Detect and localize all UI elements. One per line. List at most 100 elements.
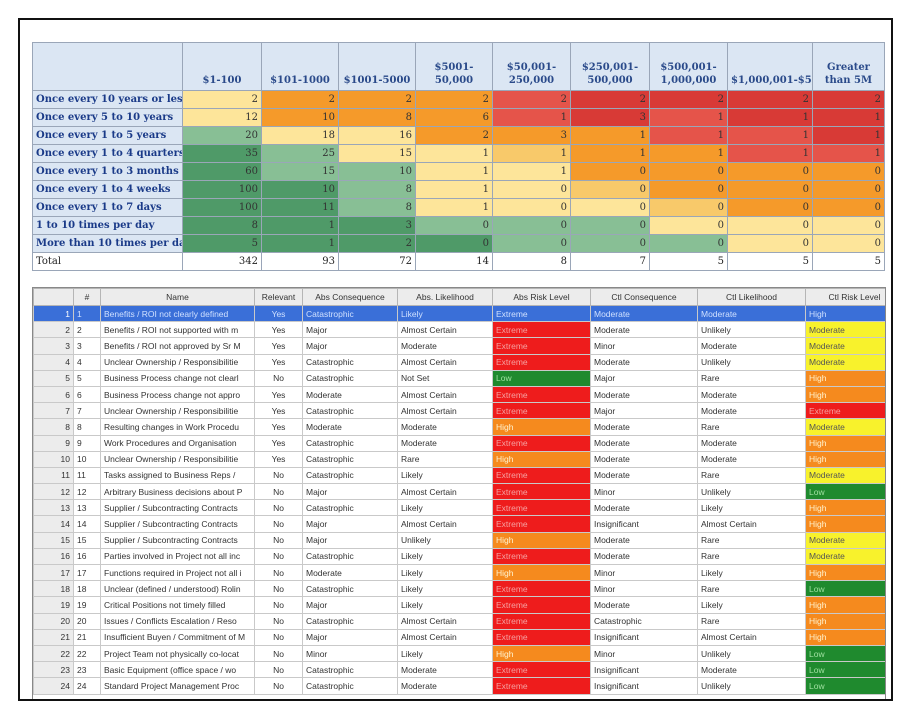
- risk-register-grid[interactable]: # Name Relevant Abs Consequence Abs. Likelih…: [32, 287, 886, 699]
- ctl-likelihood[interactable]: Unlikely: [697, 644, 806, 663]
- heat-matrix-cell[interactable]: 2: [812, 90, 885, 109]
- heat-matrix-cell[interactable]: 0: [492, 216, 571, 235]
- ctl-consequence[interactable]: Insignificant: [590, 515, 698, 533]
- heat-matrix-cell[interactable]: 1: [812, 126, 885, 145]
- abs-likelihood[interactable]: Unlikely: [397, 531, 493, 549]
- heat-matrix-cell[interactable]: 2: [727, 90, 813, 109]
- abs-consequence[interactable]: Minor: [302, 644, 398, 663]
- risk-name[interactable]: Basic Equipment (office space / wo: [100, 661, 255, 679]
- abs-risk-level[interactable]: Extreme: [492, 515, 591, 533]
- abs-consequence[interactable]: Major: [302, 483, 398, 501]
- risk-name[interactable]: Unclear (defined / understood) Rolin: [100, 580, 255, 598]
- abs-likelihood[interactable]: Not Set: [397, 369, 493, 387]
- ctl-risk-level[interactable]: High: [805, 499, 885, 517]
- heat-matrix-cell[interactable]: 10: [261, 108, 339, 127]
- heat-matrix-cell[interactable]: 0: [812, 198, 885, 217]
- abs-consequence[interactable]: Catastrophic: [302, 499, 398, 517]
- abs-risk-level[interactable]: Extreme: [492, 661, 591, 679]
- table-row[interactable]: 22 22 Project Team not physically co-locat…: [33, 644, 885, 663]
- risk-name[interactable]: Unclear Ownership / Responsibilitie: [100, 402, 255, 420]
- ctl-consequence[interactable]: Moderate: [590, 321, 698, 339]
- ctl-likelihood[interactable]: Moderate: [697, 337, 806, 355]
- risk-name[interactable]: Parties involved in Project not all inc: [100, 547, 255, 566]
- ctl-consequence[interactable]: Catastrophic: [590, 612, 698, 630]
- abs-risk-level[interactable]: Extreme: [492, 385, 591, 404]
- ctl-likelihood[interactable]: Likely: [697, 499, 806, 517]
- heat-matrix-cell[interactable]: 15: [261, 162, 339, 181]
- heat-matrix-cell[interactable]: 16: [338, 126, 416, 145]
- abs-consequence[interactable]: Catastrophic: [302, 434, 398, 452]
- row-number[interactable]: 22: [33, 644, 74, 663]
- abs-likelihood[interactable]: Almost Certain: [397, 612, 493, 630]
- ctl-likelihood[interactable]: Unlikely: [697, 483, 806, 501]
- ctl-risk-level[interactable]: Moderate: [805, 353, 885, 371]
- row-number[interactable]: 4: [33, 353, 74, 371]
- heat-matrix-row-label[interactable]: Once every 1 to 5 years: [32, 126, 183, 145]
- abs-risk-level[interactable]: Extreme: [492, 434, 591, 452]
- ctl-consequence[interactable]: Major: [590, 369, 698, 387]
- row-number[interactable]: 10: [33, 450, 74, 468]
- ctl-risk-level[interactable]: High: [805, 450, 885, 468]
- heat-matrix-cell[interactable]: 100: [182, 180, 262, 199]
- abs-consequence[interactable]: Moderate: [302, 418, 398, 436]
- table-row[interactable]: 5 5 Business Process change not clearl No Ca…: [33, 369, 885, 387]
- abs-risk-level[interactable]: Extreme: [492, 402, 591, 420]
- heat-matrix-cell[interactable]: 1: [492, 108, 571, 127]
- risk-id[interactable]: 6: [73, 385, 101, 404]
- heat-matrix-cell[interactable]: 60: [182, 162, 262, 181]
- abs-consequence[interactable]: Catastrophic: [302, 547, 398, 566]
- abs-consequence[interactable]: Catastrophic: [302, 304, 398, 323]
- relevant-flag[interactable]: No: [254, 644, 303, 663]
- table-row[interactable]: 4 4 Unclear Ownership / Responsibilitie Yes…: [33, 353, 885, 371]
- ctl-consequence[interactable]: Moderate: [590, 353, 698, 371]
- id-column-header[interactable]: #: [73, 288, 101, 306]
- heat-matrix-row-label[interactable]: Once every 10 years or less: [32, 90, 183, 109]
- abs-risk-level[interactable]: Extreme: [492, 547, 591, 566]
- heat-matrix-cell[interactable]: 0: [415, 234, 493, 253]
- risk-name[interactable]: Tasks assigned to Business Reps /: [100, 466, 255, 485]
- ctl-consequence[interactable]: Moderate: [590, 596, 698, 614]
- heat-matrix-cell[interactable]: 0: [570, 234, 650, 253]
- heat-matrix-cell[interactable]: 0: [570, 162, 650, 181]
- ctl-consequence[interactable]: Moderate: [590, 531, 698, 549]
- risk-name[interactable]: Project Team not physically co-locat: [100, 644, 255, 663]
- row-number[interactable]: 12: [33, 483, 74, 501]
- risk-name[interactable]: Unclear Ownership / Responsibilitie: [100, 450, 255, 468]
- ctl-consequence[interactable]: Minor: [590, 563, 698, 582]
- heat-matrix-cell[interactable]: 0: [812, 216, 885, 235]
- table-row[interactable]: 18 18 Unclear (defined / understood) Rolin…: [33, 580, 885, 598]
- heat-matrix-cell[interactable]: 1: [649, 108, 728, 127]
- risk-name[interactable]: Supplier / Subcontracting Contracts: [100, 531, 255, 549]
- heat-matrix-cell[interactable]: 0: [812, 234, 885, 253]
- risk-id[interactable]: 24: [73, 677, 101, 695]
- risk-name[interactable]: Insufficient Buyen / Commitment of M: [100, 628, 255, 646]
- heat-matrix-column-header[interactable]: $1-100: [182, 42, 262, 91]
- heat-matrix-cell[interactable]: 0: [649, 216, 728, 235]
- row-number[interactable]: 24: [33, 677, 74, 695]
- ctl-consequence[interactable]: Moderate: [590, 499, 698, 517]
- ctl-likelihood[interactable]: Almost Certain: [697, 628, 806, 646]
- relevant-flag[interactable]: No: [254, 596, 303, 614]
- risk-id[interactable]: 16: [73, 547, 101, 566]
- ctl-risk-level[interactable]: Moderate: [805, 337, 885, 355]
- abs-likelihood[interactable]: Moderate: [397, 677, 493, 695]
- ctl-risk-level[interactable]: Low: [805, 483, 885, 501]
- relevant-flag[interactable]: Yes: [254, 402, 303, 420]
- heat-matrix-cell[interactable]: 0: [492, 198, 571, 217]
- ctl-risk-level[interactable]: High: [805, 563, 885, 582]
- heat-matrix-cell[interactable]: 0: [570, 216, 650, 235]
- table-row[interactable]: 14 14 Supplier / Subcontracting Contracts N…: [33, 515, 885, 533]
- table-row[interactable]: 7 7 Unclear Ownership / Responsibilitie Yes…: [33, 402, 885, 420]
- relevant-flag[interactable]: No: [254, 661, 303, 679]
- heat-matrix-row-label[interactable]: Once every 1 to 3 months: [32, 162, 183, 181]
- heat-matrix-cell[interactable]: 100: [182, 198, 262, 217]
- abs-risk-level[interactable]: Extreme: [492, 628, 591, 646]
- ctl-risk-level[interactable]: Moderate: [805, 466, 885, 485]
- ctl-consequence[interactable]: Minor: [590, 483, 698, 501]
- row-number[interactable]: 20: [33, 612, 74, 630]
- heat-matrix-cell[interactable]: 2: [570, 90, 650, 109]
- risk-name[interactable]: Issues / Conflicts Escalation / Reso: [100, 612, 255, 630]
- relevant-flag[interactable]: No: [254, 531, 303, 549]
- risk-id[interactable]: 15: [73, 531, 101, 549]
- heat-matrix-cell[interactable]: 0: [727, 198, 813, 217]
